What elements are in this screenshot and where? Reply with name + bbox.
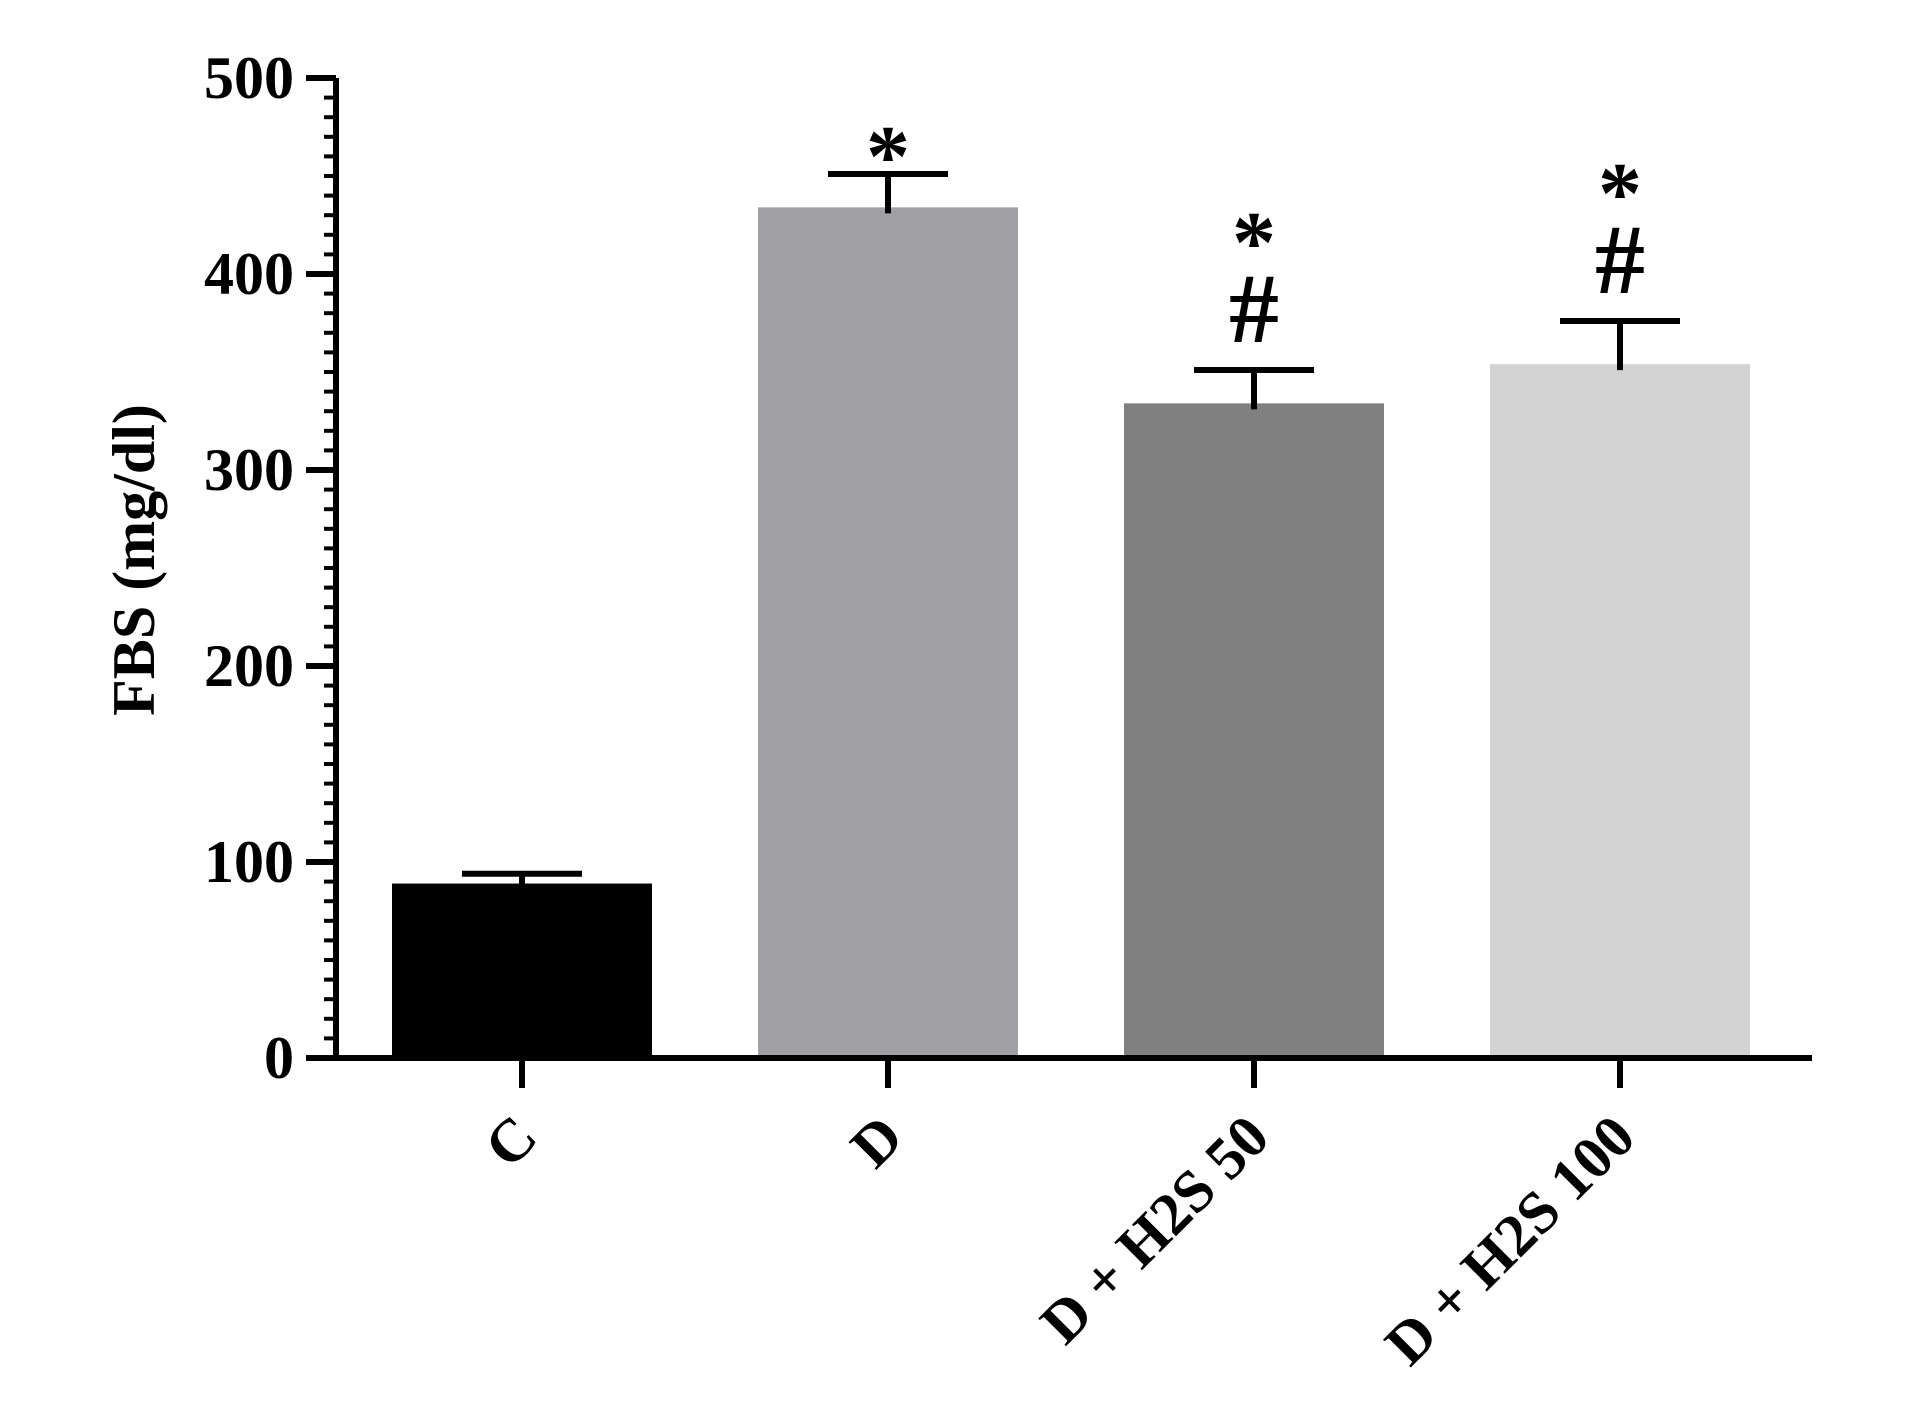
bar-3 xyxy=(1124,403,1384,1058)
significance-star: * xyxy=(1598,146,1642,243)
bar-1 xyxy=(392,883,652,1058)
y-tick-label: 0 xyxy=(264,1025,294,1091)
error-bar-1 xyxy=(462,870,582,890)
significance-hash: # xyxy=(1595,204,1645,315)
x-tick-label: D xyxy=(838,1103,915,1180)
error-bar-3 xyxy=(1194,367,1314,410)
bars xyxy=(392,207,1750,1059)
y-tick-label: 100 xyxy=(204,829,294,895)
significance-star: * xyxy=(1232,195,1276,292)
error-bars xyxy=(462,171,1680,890)
significance-star: * xyxy=(866,109,910,206)
y-axis-ticks: 0 100 200 300 400 500 xyxy=(204,45,336,1091)
x-tick-label: C xyxy=(472,1103,549,1180)
x-tick-label: D + H2S 100 xyxy=(1373,1103,1648,1378)
x-tick-label: D + H2S 50 xyxy=(1028,1103,1282,1357)
y-tick-label: 400 xyxy=(204,241,294,307)
bar-4 xyxy=(1490,364,1750,1058)
significance-hash: # xyxy=(1229,253,1279,364)
y-tick-label: 200 xyxy=(204,633,294,699)
y-axis-label: FBS (mg/dl) xyxy=(101,404,167,716)
significance-marks: *#* #* xyxy=(866,109,1645,364)
error-bar-2 xyxy=(828,171,948,214)
y-tick-label: 300 xyxy=(204,437,294,503)
bar-2 xyxy=(758,207,1018,1059)
y-tick-label: 500 xyxy=(204,45,294,111)
x-axis-ticks: C D D + H2S 50 D + H2S 100 xyxy=(472,1058,1647,1377)
error-bar-4 xyxy=(1560,318,1680,371)
